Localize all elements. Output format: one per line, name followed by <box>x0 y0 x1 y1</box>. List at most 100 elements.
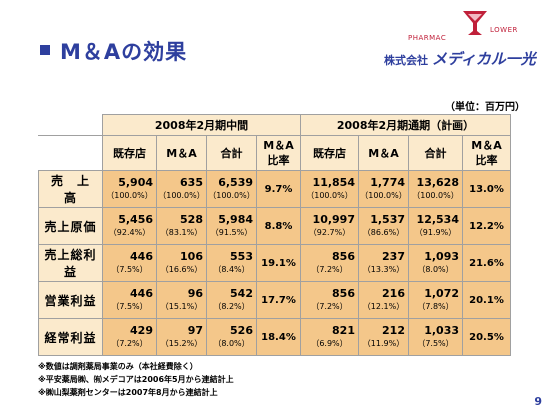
value-cell: 635 （100.0%） <box>156 170 207 208</box>
percent: （6.9%） <box>311 339 348 348</box>
col-header-line: 比率 <box>475 154 498 167</box>
ratio-cell: 21.6% <box>462 244 511 282</box>
ratio-cell: 8.8% <box>256 207 301 245</box>
percent: （86.6%） <box>362 228 405 237</box>
row-label: 売 上 高 <box>38 170 103 208</box>
value-cell: 446 （7.5%） <box>102 281 157 319</box>
percent: （11.9%） <box>362 339 405 348</box>
ratio-cell: 9.7% <box>256 170 301 208</box>
page-number: 9 <box>534 395 542 408</box>
col-header: 合計 <box>408 135 463 171</box>
ratio-cell: 12.2% <box>462 207 511 245</box>
value: 237 <box>382 250 405 263</box>
company-main-name: メディカル一光 <box>431 50 536 68</box>
value: 1,093 <box>424 250 459 263</box>
value: 821 <box>332 324 355 337</box>
value: 97 <box>187 324 203 337</box>
percent: （7.8%） <box>417 302 454 311</box>
value: 106 <box>180 250 203 263</box>
percent: （8.0%） <box>213 339 250 348</box>
percent: （100.0%） <box>412 191 459 200</box>
col-header: M＆A <box>358 135 409 171</box>
value-cell: 553 （8.4%） <box>206 244 257 282</box>
percent: （16.6%） <box>160 265 203 274</box>
value: 526 <box>230 324 253 337</box>
table-row: 売 上 高 5,904 （100.0%） 635 （100.0%） 6,539 （10… <box>38 170 511 208</box>
percent: （7.2%） <box>311 302 348 311</box>
ratio-cell: 19.1% <box>256 244 301 282</box>
value-cell: 97 （15.2%） <box>156 318 207 356</box>
col-header-line: M＆A <box>471 139 502 152</box>
percent: （15.2%） <box>160 339 203 348</box>
value: 1,033 <box>424 324 459 337</box>
ratio-cell: 20.5% <box>462 318 511 356</box>
value: 1,537 <box>370 213 405 226</box>
col-header: M＆A <box>156 135 207 171</box>
value-cell: 5,456 （92.4%） <box>102 207 157 245</box>
value: 528 <box>180 213 203 226</box>
value-cell: 1,537 （86.6%） <box>358 207 409 245</box>
title-bullet <box>40 45 50 55</box>
col-header: 既存店 <box>300 135 359 171</box>
footnotes: ※数値は調剤薬局事業のみ（本社経費除く） ※平安薬局㈱、㈲メデコアは2006年5… <box>38 360 234 399</box>
footnote: ※平安薬局㈱、㈲メデコアは2006年5月から連結計上 <box>38 375 234 384</box>
ratio-cell: 13.0% <box>462 170 511 208</box>
value-cell: 5,984 （91.5%） <box>206 207 257 245</box>
percent: （7.5%） <box>111 302 148 311</box>
col-header-line: M＆A <box>263 139 294 152</box>
footnote: ※数値は調剤薬局事業のみ（本社経費除く） <box>38 362 198 371</box>
value-cell: 446 （7.5%） <box>102 244 157 282</box>
percent: （91.9%） <box>414 228 457 237</box>
value: 10,997 <box>312 213 355 226</box>
value: 13,628 <box>416 176 459 189</box>
ratio-cell: 18.4% <box>256 318 301 356</box>
value: 635 <box>180 176 203 189</box>
table-row: 売上総利益 446 （7.5%） 106 （16.6%） 553 （8.4%） 19.… <box>38 244 511 282</box>
col-header-ratio: M＆A 比率 <box>256 135 301 171</box>
period2-header: 2008年2月期通期（計画） <box>300 114 511 136</box>
percent: （15.1%） <box>160 302 203 311</box>
value-cell: 429 （7.2%） <box>102 318 157 356</box>
logo-pharmac-text: PHARMAC <box>408 34 447 42</box>
value-cell: 1,072 （7.8%） <box>408 281 463 319</box>
value: 553 <box>230 250 253 263</box>
percent: （100.0%） <box>306 191 353 200</box>
row-label: 営業利益 <box>38 281 103 319</box>
value-cell: 10,997 （92.7%） <box>300 207 359 245</box>
row-label: 経常利益 <box>38 318 103 356</box>
percent: （83.1%） <box>160 228 203 237</box>
value: 856 <box>332 287 355 300</box>
value-cell: 106 （16.6%） <box>156 244 207 282</box>
value-cell: 526 （8.0%） <box>206 318 257 356</box>
value-cell: 13,628 （100.0%） <box>408 170 463 208</box>
value-cell: 216 （12.1%） <box>358 281 409 319</box>
value: 5,456 <box>118 213 153 226</box>
value-cell: 542 （8.2%） <box>206 281 257 319</box>
percent: （8.4%） <box>213 265 250 274</box>
value: 446 <box>130 287 153 300</box>
value-cell: 1,774 （100.0%） <box>358 170 409 208</box>
percent: （12.1%） <box>362 302 405 311</box>
value-cell: 212 （11.9%） <box>358 318 409 356</box>
percent: （7.2%） <box>311 265 348 274</box>
slide-title: M＆Aの効果 <box>60 40 188 64</box>
value: 6,539 <box>218 176 253 189</box>
company-logo: PHARMAC LOWER 株式会社 メディカル一光 <box>378 6 538 68</box>
percent: （100.0%） <box>106 191 153 200</box>
percent: （13.3%） <box>362 265 405 274</box>
logo-lower-text: LOWER <box>490 26 518 34</box>
period1-header: 2008年2月期中間 <box>102 114 301 136</box>
percent: （100.0%） <box>360 191 407 200</box>
col-header-ratio: M＆A 比率 <box>462 135 511 171</box>
ratio-cell: 20.1% <box>462 281 511 319</box>
value-cell: 5,904 （100.0%） <box>102 170 157 208</box>
percent: （8.2%） <box>213 302 250 311</box>
company-name: 株式会社 メディカル一光 <box>384 48 536 69</box>
ma-effect-table: 2008年2月期中間 2008年2月期通期（計画） 既存店 M＆A 合計 M＆A… <box>38 114 511 356</box>
value: 856 <box>332 250 355 263</box>
value-cell: 821 （6.9%） <box>300 318 359 356</box>
value-cell: 12,534 （91.9%） <box>408 207 463 245</box>
row-label: 売上総利益 <box>38 244 103 282</box>
value: 216 <box>382 287 405 300</box>
percent: （92.4%） <box>108 228 151 237</box>
